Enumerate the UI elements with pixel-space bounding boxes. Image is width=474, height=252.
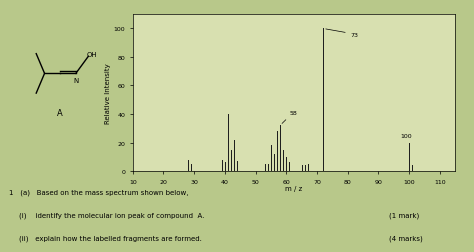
Y-axis label: Relative Intensity: Relative Intensity <box>105 63 110 123</box>
Text: A: A <box>57 109 63 118</box>
Text: (ii)   explain how the labelled fragments are formed.: (ii) explain how the labelled fragments … <box>19 234 202 241</box>
Text: (1 mark): (1 mark) <box>389 212 419 218</box>
Text: 58: 58 <box>282 111 297 124</box>
Text: N: N <box>73 78 79 84</box>
X-axis label: m / z: m / z <box>285 185 302 191</box>
Text: 73: 73 <box>326 30 359 37</box>
Text: (4 marks): (4 marks) <box>389 234 422 241</box>
Text: OH: OH <box>86 51 97 57</box>
Text: (i)    identify the molecular ion peak of compound  A.: (i) identify the molecular ion peak of c… <box>19 212 204 218</box>
Text: 100: 100 <box>400 133 412 138</box>
Text: 1   (a)   Based on the mass spectrum shown below,: 1 (a) Based on the mass spectrum shown b… <box>9 189 189 196</box>
